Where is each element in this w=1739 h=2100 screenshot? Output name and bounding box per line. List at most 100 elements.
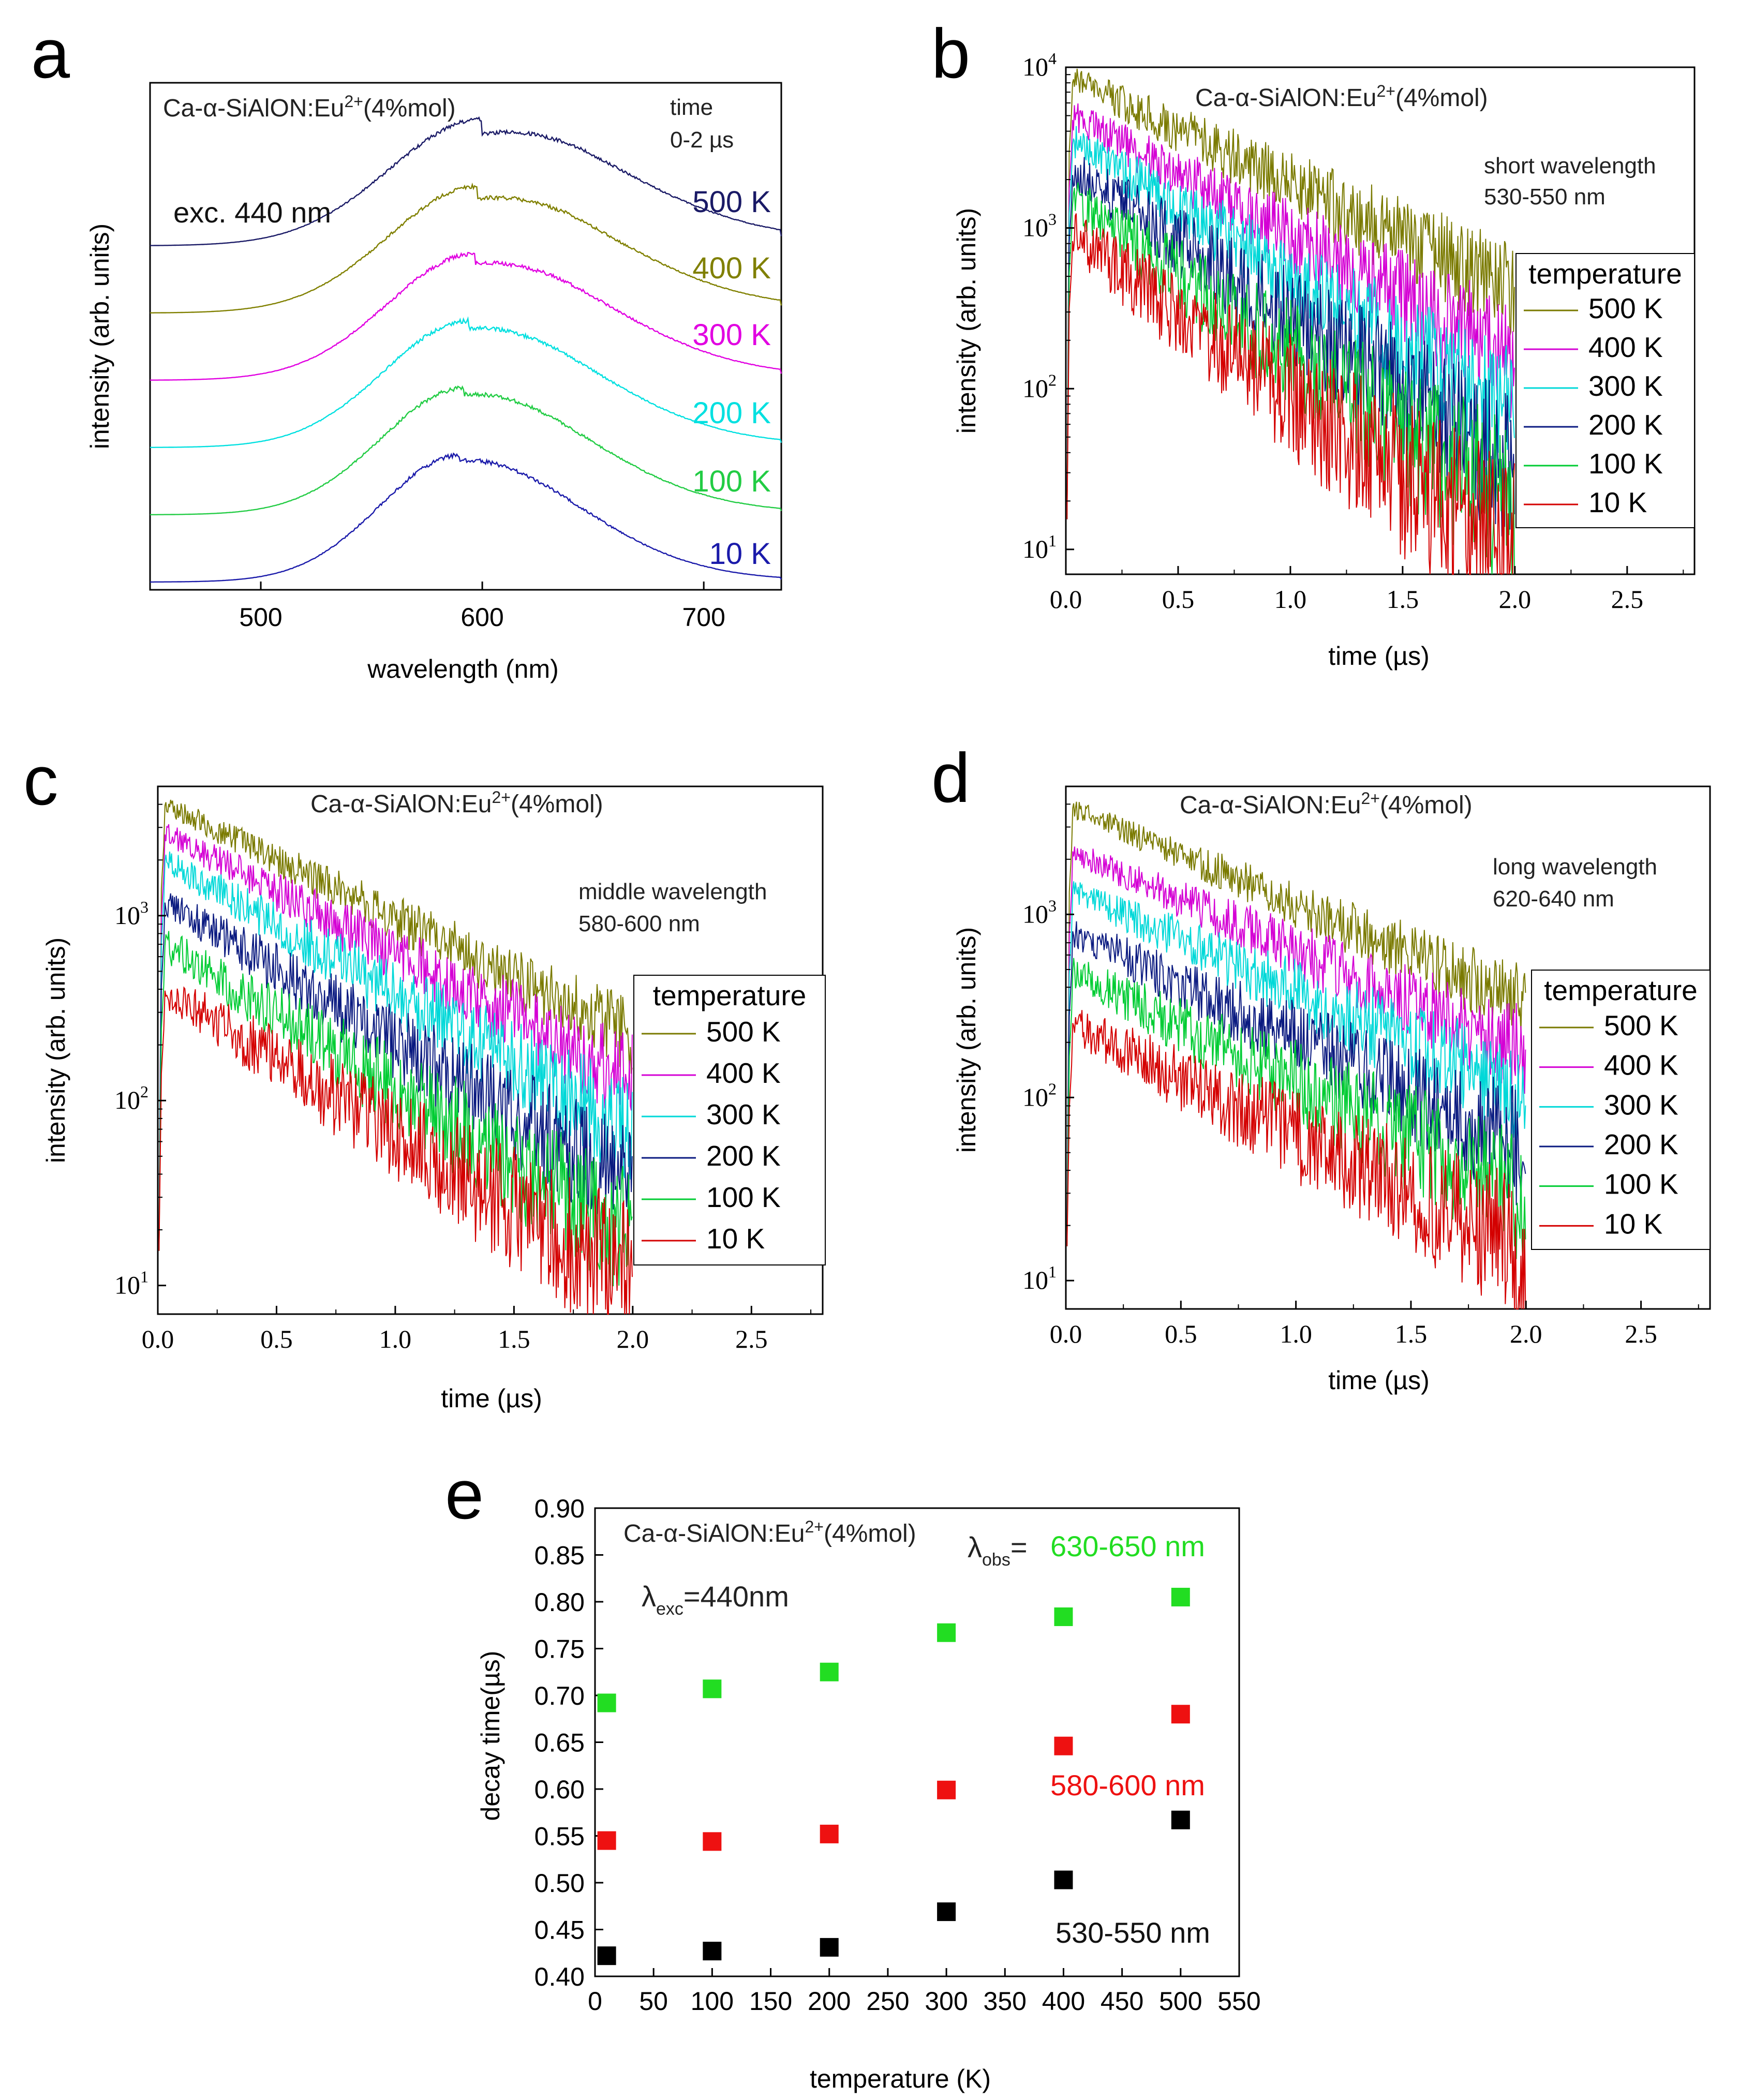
panel-e-title: Ca-α-SiAlON:Eu2+(4%mol) bbox=[623, 1517, 916, 1547]
panel-e-ytick-label: 0.40 bbox=[534, 1962, 585, 1991]
panel-e-ytick-label: 0.45 bbox=[534, 1916, 585, 1945]
panel-a-spectrum-100-k bbox=[150, 385, 782, 515]
panel-c-note-1: middle wavelength bbox=[578, 879, 767, 904]
panel-e-ytick-label: 0.70 bbox=[534, 1681, 585, 1710]
panel-e-xtick-label: 250 bbox=[866, 1987, 909, 2016]
panel-c-decay-300-k bbox=[158, 851, 633, 1251]
panel-b-xtick-label: 1.5 bbox=[1387, 585, 1419, 614]
panel-c-xtick-label: 2.0 bbox=[617, 1324, 649, 1353]
panel-e-point-580-600-nm bbox=[1171, 1705, 1190, 1724]
panel-c-ytick-label: 101 bbox=[114, 1268, 148, 1300]
panel-d-legend-label-10-k: 10 K bbox=[1604, 1208, 1662, 1240]
panel-b-curves bbox=[1066, 68, 1515, 575]
panel-c-ytick-label: 102 bbox=[114, 1082, 148, 1114]
panel-a-note-range: 0-2 µs bbox=[670, 127, 734, 153]
panel-a-xtick-label: 700 bbox=[682, 603, 725, 632]
panel-d-xtick-label: 1.0 bbox=[1280, 1319, 1312, 1348]
panel-e-point-580-600-nm bbox=[820, 1824, 839, 1843]
panel-b-ytick-label: 102 bbox=[1022, 370, 1057, 403]
panel-a-label-300-k: 300 K bbox=[692, 318, 771, 352]
panel-a-label-500-k: 500 K bbox=[692, 185, 771, 219]
panel-e-xtick-label: 350 bbox=[984, 1987, 1027, 2016]
panel-a-title: Ca-α-SiAlON:Eu2+(4%mol) bbox=[163, 92, 456, 122]
panel-e-point-530-550-nm bbox=[1171, 1810, 1190, 1829]
panel-b-legend-label-100-k: 100 K bbox=[1588, 448, 1663, 480]
panel-e-xlabel: temperature (K) bbox=[810, 2064, 991, 2093]
panel-b-decay-500-k bbox=[1066, 68, 1515, 519]
panel-b-xtick-label: 0.0 bbox=[1050, 585, 1082, 614]
panel-e-point-630-650-nm bbox=[937, 1623, 956, 1642]
panel-c-ylabel: intensity (arb. units) bbox=[41, 937, 70, 1163]
panel-d-legend-label-300-k: 300 K bbox=[1604, 1089, 1678, 1121]
panel-e-point-630-650-nm bbox=[820, 1662, 839, 1681]
panel-e-point-580-600-nm bbox=[703, 1832, 722, 1851]
panel-a-xtick-label: 500 bbox=[239, 603, 282, 632]
panel-d-xlabel: time (µs) bbox=[1328, 1366, 1429, 1395]
panel-a-spectrum-10-k bbox=[150, 452, 782, 583]
panel-d-ytick-label: 102 bbox=[1022, 1079, 1057, 1111]
panel-c-legend-label-100-k: 100 K bbox=[706, 1181, 781, 1213]
panel-b-legend-label-400-k: 400 K bbox=[1588, 331, 1663, 363]
panel-b-xtick-label: 0.5 bbox=[1162, 585, 1195, 614]
panel-c-legend-label-400-k: 400 K bbox=[706, 1057, 781, 1089]
panel-a: a 500 600 700 Ca-α-SiAlON:Eu2+(4%mol) time… bbox=[31, 14, 782, 683]
panel-e-xtick-label: 0 bbox=[588, 1987, 602, 2016]
panel-a-ylabel: intensity (arb. units) bbox=[85, 224, 114, 449]
panel-d-legend-title: temperature bbox=[1544, 974, 1698, 1006]
panel-c-decay-500-k bbox=[158, 799, 633, 1251]
panel-b: b 0.0 0.5 1.0 1.5 2.0 2.5 101 102 103 104 Ca-α-Si… bbox=[931, 14, 1696, 671]
panel-b-xtick-label: 2.5 bbox=[1611, 585, 1644, 614]
panel-e-ticks: 0 50 100 150 200 250 300 350 400 450 500 550 0.40 0.4… bbox=[534, 1494, 1261, 2016]
panel-c-letter: c bbox=[23, 741, 58, 820]
panel-b-title: Ca-α-SiAlON:Eu2+(4%mol) bbox=[1195, 82, 1488, 112]
panel-d-legend-label-500-k: 500 K bbox=[1604, 1009, 1678, 1041]
panel-d-title: Ca-α-SiAlON:Eu2+(4%mol) bbox=[1180, 789, 1473, 819]
panel-c: c 0.0 0.5 1.0 1.5 2.0 2.5 101 102 103 Ca-α-SiAlO… bbox=[23, 741, 826, 1413]
panel-b-ticks: 0.0 0.5 1.0 1.5 2.0 2.5 101 102 103 104 bbox=[1022, 49, 1684, 614]
panel-d-xtick-label: 2.5 bbox=[1625, 1319, 1657, 1348]
panel-c-decay-200-k bbox=[158, 893, 633, 1251]
panel-c-curves bbox=[158, 799, 633, 1315]
panel-a-label-100-k: 100 K bbox=[692, 465, 771, 498]
panel-c-xtick-label: 2.5 bbox=[735, 1324, 768, 1353]
panel-e-ytick-label: 0.90 bbox=[534, 1494, 585, 1523]
panel-d-legend-box bbox=[1531, 970, 1711, 1250]
panel-a-spectrum-300-k bbox=[150, 251, 782, 381]
panel-e-xtick-label: 550 bbox=[1217, 1987, 1260, 2016]
panel-c-decay-10-k bbox=[158, 986, 633, 1315]
panel-d-letter: d bbox=[931, 739, 970, 817]
panel-c-legend-label-500-k: 500 K bbox=[706, 1016, 781, 1048]
panel-b-note-2: 530-550 nm bbox=[1484, 184, 1606, 210]
panel-e-xtick-label: 200 bbox=[808, 1987, 851, 2016]
panel-d-note-2: 620-640 nm bbox=[1493, 886, 1614, 912]
panel-e-ytick-label: 0.65 bbox=[534, 1729, 585, 1758]
panel-e-ylabel: decay time(µs) bbox=[476, 1651, 505, 1821]
panel-b-xtick-label: 2.0 bbox=[1499, 585, 1532, 614]
panel-d-decay-200-k bbox=[1066, 921, 1526, 1246]
panel-a-xtick-label: 600 bbox=[460, 603, 503, 632]
panel-d-ylabel: intensity (arb. units) bbox=[952, 927, 981, 1153]
panel-b-xtick-label: 1.0 bbox=[1274, 585, 1307, 614]
panel-b-legend-box bbox=[1515, 253, 1695, 528]
panel-e-points bbox=[597, 1587, 1190, 1965]
panel-e: e 0 50 100 150 200 250 300 350 400 450 500 5500.400… bbox=[445, 1455, 1261, 2093]
panel-a-spectrum-200-k bbox=[150, 316, 782, 448]
panel-e-ytick-label: 0.85 bbox=[534, 1541, 585, 1570]
panel-d-note-1: long wavelength bbox=[1493, 854, 1657, 880]
panel-e-point-580-600-nm bbox=[1054, 1736, 1073, 1755]
panel-c-xtick-label: 1.5 bbox=[498, 1324, 530, 1353]
panel-e-xtick-label: 50 bbox=[639, 1987, 668, 2016]
panel-d-legend-label-400-k: 400 K bbox=[1604, 1049, 1678, 1081]
panel-e-point-530-550-nm bbox=[597, 1946, 616, 1965]
panel-a-spectrum-400-k bbox=[150, 182, 782, 314]
panel-e-lambda-exc: λexc=440nm bbox=[642, 1580, 789, 1619]
panel-e-point-530-550-nm bbox=[937, 1902, 956, 1922]
panel-d-decay-500-k bbox=[1066, 801, 1526, 1246]
panel-a-label-10-k: 10 K bbox=[709, 537, 771, 571]
panel-e-xtick-label: 100 bbox=[691, 1987, 734, 2016]
panel-d-ticks: 0.0 0.5 1.0 1.5 2.0 2.5 101 102 103 bbox=[1022, 786, 1699, 1348]
panel-b-legend-label-200-k: 200 K bbox=[1588, 409, 1663, 441]
panel-c-legend-label-300-k: 300 K bbox=[706, 1098, 781, 1130]
panel-b-decay-10-k bbox=[1066, 213, 1515, 575]
